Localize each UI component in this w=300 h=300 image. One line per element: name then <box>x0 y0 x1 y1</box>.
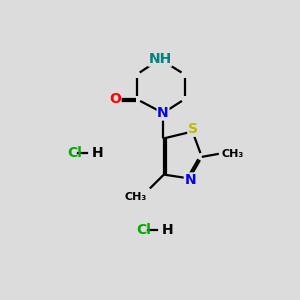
Text: CH₃: CH₃ <box>124 191 147 202</box>
Text: O: O <box>109 92 121 106</box>
Text: N: N <box>157 106 169 120</box>
Text: Cl: Cl <box>67 146 82 160</box>
Text: CH₃: CH₃ <box>222 149 244 159</box>
Text: H: H <box>161 223 173 237</box>
Text: NH: NH <box>148 52 172 66</box>
Text: N: N <box>184 173 196 187</box>
Text: S: S <box>188 122 198 136</box>
Text: Cl: Cl <box>137 223 152 237</box>
Text: H: H <box>92 146 103 160</box>
